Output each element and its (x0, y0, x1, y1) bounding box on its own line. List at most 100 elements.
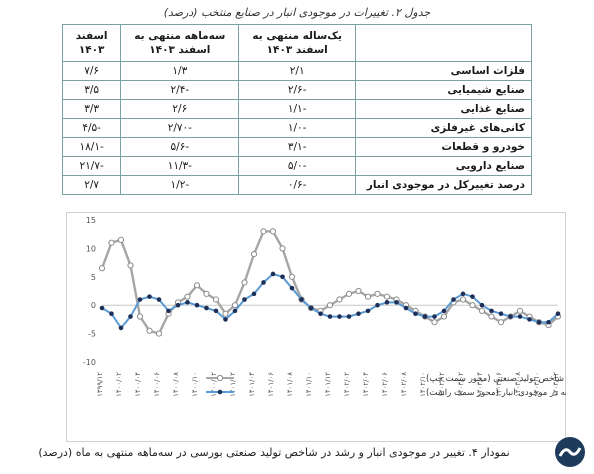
legend-label-production: رشد سه ماهه شاخص تولید صنعتی (محور سمت چ… (426, 374, 566, 384)
cell-three-month: ۱/۳ (120, 61, 240, 81)
data-point-inventory (185, 300, 190, 305)
header-three-month: سه‌ماهه منتهی به اسفند ۱۴۰۳ (120, 24, 240, 62)
data-point-inventory (403, 305, 409, 311)
x-tick-label: ۱۴۰۱/۱۲ (324, 372, 332, 397)
row-label: خودرو و قطعات (355, 137, 532, 157)
data-point-inventory (536, 319, 542, 325)
data-point-inventory (308, 305, 314, 311)
data-point-production (478, 307, 486, 314)
data-point-production (203, 290, 210, 297)
data-point-inventory (346, 314, 352, 319)
data-point-inventory (318, 311, 323, 317)
data-point-production (250, 250, 258, 258)
y-tick-label: 5 (91, 273, 96, 282)
table-row: فلزات اساسی ۲/۱ ۱/۳ ۷/۶ (61, 61, 532, 81)
data-point-inventory (156, 297, 162, 302)
table-header-row: یک‌ساله منتهی به اسفند ۱۴۰۳ سه‌ماهه منته… (61, 24, 532, 62)
x-tick-label: ۱۴۰۰/۱۰ (191, 372, 199, 397)
row-label: صنایع غذایی (355, 99, 532, 119)
y-tick-label: -5 (88, 330, 96, 339)
data-point-inventory (356, 311, 361, 317)
inventory-table: یک‌ساله منتهی به اسفند ۱۴۰۳ سه‌ماهه منته… (61, 24, 532, 195)
row-label: کانی‌های غیرفلزی (355, 118, 532, 138)
cell-one-year: -۵/۰ (238, 156, 356, 176)
data-point-inventory (280, 274, 285, 280)
cell-month: -۱۸/۱ (61, 137, 122, 157)
y-tick-label: 10 (86, 244, 96, 253)
x-tick-label: ۱۴۰۱/۰۶ (267, 372, 275, 397)
data-point-production (336, 296, 343, 303)
data-point-inventory (147, 294, 152, 299)
data-point-inventory (194, 302, 200, 308)
data-point-production (146, 327, 153, 334)
data-point-inventory (327, 314, 333, 319)
data-point-inventory (109, 311, 114, 317)
x-tick-label: ۱۴۰۳/۱۲ (552, 372, 560, 397)
data-point-inventory (413, 311, 418, 317)
cell-three-month: -۱/۲ (120, 175, 240, 195)
cell-three-month: -۵/۶ (120, 137, 240, 157)
series-line-inventory (101, 272, 559, 330)
y-tick-label: -10 (83, 358, 96, 367)
data-point-inventory (365, 308, 371, 314)
data-point-inventory (375, 302, 380, 308)
data-point-inventory (432, 314, 437, 319)
data-point-inventory (498, 311, 504, 317)
x-tick-label: ۱۴۰۲/۰۲ (343, 372, 351, 397)
data-point-inventory (118, 325, 124, 331)
data-point-inventory (527, 317, 532, 322)
cell-month: ۳/۳ (61, 99, 122, 119)
cell-three-month: -۲/۴ (120, 80, 240, 100)
data-point-production (355, 287, 362, 295)
data-point-production (279, 245, 286, 252)
x-tick-label: ۱۴۰۲/۱۰ (419, 372, 427, 397)
y-tick-label: 15 (86, 216, 96, 225)
data-point-production (431, 319, 438, 326)
data-point-production (155, 330, 163, 337)
data-point-inventory (422, 314, 428, 319)
x-tick-label: ۱۴۰۰/۰۴ (134, 372, 142, 397)
x-tick-label: ۱۳۹۹/۱۲ (96, 372, 104, 397)
data-point-inventory (137, 297, 143, 302)
row-label: صنایع دارویی (355, 156, 532, 176)
x-tick-label: ۱۴۰۳/۱۰ (533, 372, 541, 397)
x-tick-label: ۱۴۰۰/۰۲ (115, 372, 123, 397)
data-point-production (184, 293, 191, 300)
legend-marker-production (216, 374, 224, 382)
cell-one-year: -۰/۶ (238, 175, 356, 195)
data-point-inventory (384, 300, 390, 305)
cell-one-year: -۳/۱ (238, 137, 356, 157)
data-point-production (383, 293, 391, 300)
data-point-production (374, 290, 381, 297)
header-month: اسفند ۱۴۰۳ (61, 24, 122, 62)
data-point-production (136, 313, 144, 320)
circle-logo-icon (555, 437, 585, 467)
data-point-inventory (489, 308, 494, 314)
data-point-production (193, 282, 201, 289)
table-row: خودرو و قطعات -۳/۱ -۵/۶ -۱۸/۱ (61, 137, 532, 157)
data-point-inventory (470, 294, 475, 299)
table-row: کانی‌های غیرفلزی -۱/۰ -۲/۷۰ -۴/۵ (61, 118, 532, 138)
header-one-year: یک‌ساله منتهی به اسفند ۱۴۰۳ (238, 24, 356, 62)
data-point-inventory (508, 314, 513, 319)
table-row: صنایع دارویی -۵/۰ -۱۱/۳ -۲۱/۷ (61, 156, 532, 176)
x-tick-label: ۱۴۰۲/۰۸ (400, 372, 408, 397)
x-tick-label: ۱۴۰۰/۱۲ (210, 372, 218, 397)
cell-three-month: -۲/۷۰ (120, 118, 240, 138)
data-point-production (212, 296, 220, 303)
cell-month: -۴/۵ (61, 118, 122, 138)
data-point-production (98, 265, 106, 272)
data-point-inventory (223, 317, 228, 322)
data-point-inventory (441, 308, 447, 314)
cell-month: -۲۱/۷ (61, 156, 122, 176)
cell-three-month: -۱۱/۳ (120, 156, 240, 176)
x-tick-label: ۱۴۰۱/۱۰ (305, 372, 313, 397)
chart-container: 15 10 5 0 -5 -10 ۱۳۹۹/۱۲ ۱۴۰۰/۰۲ ۱۴۰۰/۰۴ ۱۴۰۰/۰۶ ۱… (66, 212, 566, 442)
data-point-inventory (261, 280, 266, 285)
data-point-production (488, 313, 495, 320)
table-row: درصد تغییرکل در موجودی انبار -۰/۶ -۱/۲ ۲… (61, 175, 532, 195)
data-point-inventory (460, 291, 466, 297)
row-label: درصد تغییرکل در موجودی انبار (355, 175, 532, 195)
data-point-production (345, 290, 353, 297)
